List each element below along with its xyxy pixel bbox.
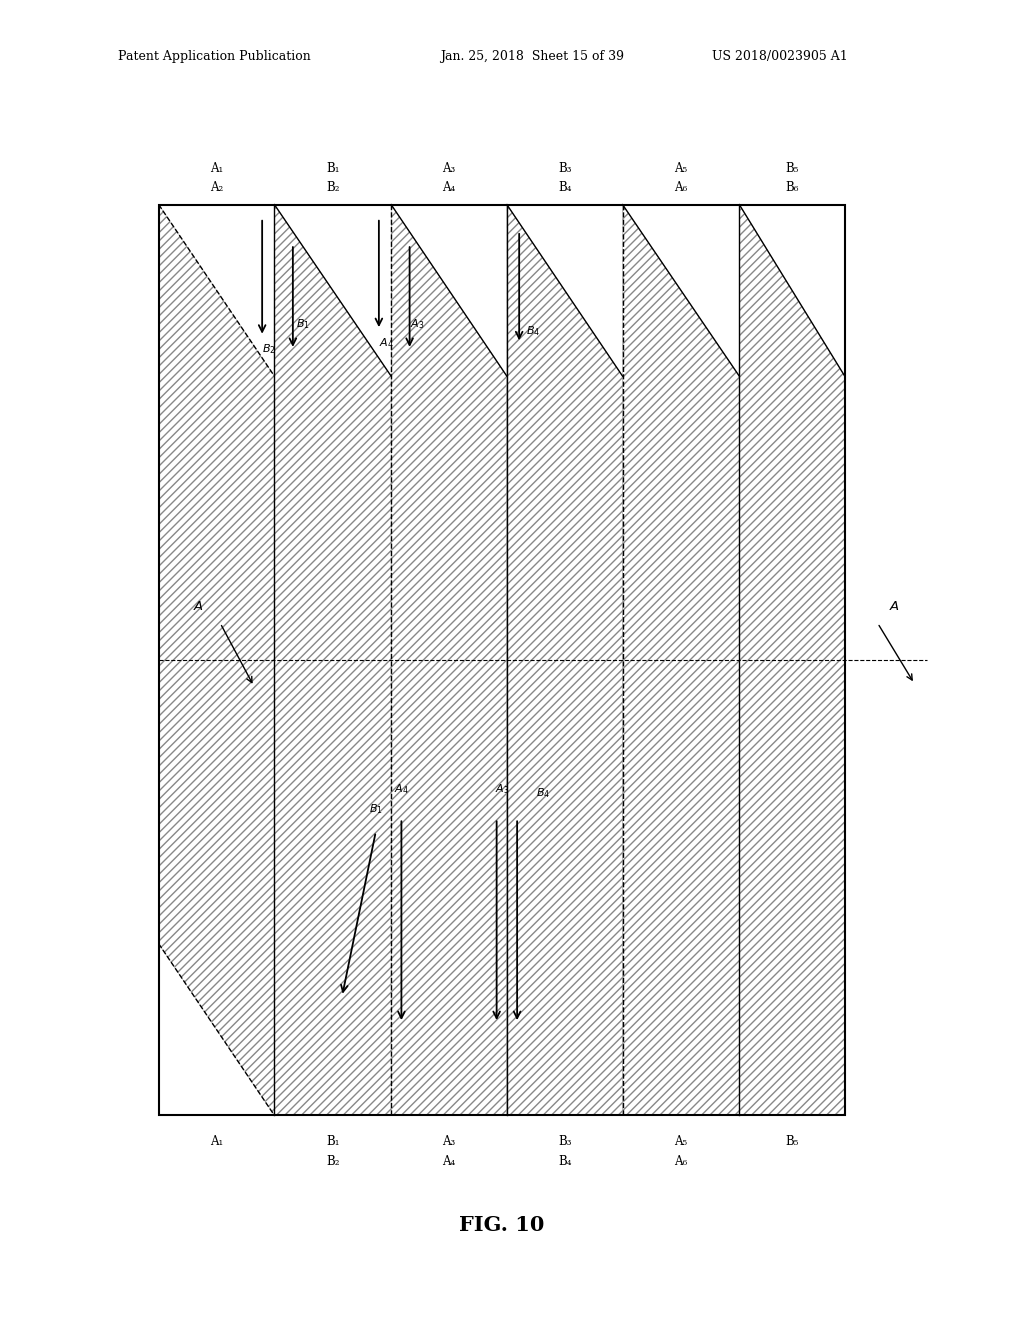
- Text: B₆: B₆: [785, 181, 799, 194]
- Polygon shape: [159, 205, 274, 1115]
- Text: A₆: A₆: [675, 1155, 687, 1168]
- Text: B₂: B₂: [326, 1155, 340, 1168]
- Text: B₁: B₁: [326, 162, 340, 176]
- Text: $A_3$: $A_3$: [495, 781, 509, 796]
- Text: US 2018/0023905 A1: US 2018/0023905 A1: [712, 50, 848, 63]
- Text: $B_4$: $B_4$: [536, 785, 550, 800]
- Text: B₂: B₂: [326, 181, 340, 194]
- Text: B₅: B₅: [785, 162, 799, 176]
- Text: B₅: B₅: [785, 1135, 799, 1148]
- Text: A₃: A₃: [442, 162, 456, 176]
- Polygon shape: [623, 205, 739, 1115]
- Text: $B_1$: $B_1$: [296, 317, 310, 331]
- Text: B₁: B₁: [326, 1135, 340, 1148]
- Text: A₄: A₄: [442, 1155, 456, 1168]
- Text: A₂: A₂: [210, 181, 223, 194]
- Text: FIG. 10: FIG. 10: [459, 1214, 545, 1236]
- Text: A₁: A₁: [210, 1135, 223, 1148]
- Text: A₅: A₅: [675, 1135, 687, 1148]
- Text: A₄: A₄: [442, 181, 456, 194]
- Text: $B_4$: $B_4$: [526, 323, 541, 338]
- Text: B₃: B₃: [558, 1135, 571, 1148]
- Text: A₃: A₃: [442, 1135, 456, 1148]
- Text: $B_1$: $B_1$: [369, 801, 383, 816]
- Text: $A_4$: $A_4$: [394, 781, 409, 796]
- Text: A₁: A₁: [210, 162, 223, 176]
- Text: B₃: B₃: [558, 162, 571, 176]
- Text: $A$: $A$: [889, 599, 899, 612]
- Text: Patent Application Publication: Patent Application Publication: [118, 50, 310, 63]
- Polygon shape: [507, 205, 623, 1115]
- Polygon shape: [739, 205, 845, 1115]
- Text: A₆: A₆: [675, 181, 687, 194]
- Polygon shape: [274, 205, 391, 1115]
- Text: Jan. 25, 2018  Sheet 15 of 39: Jan. 25, 2018 Sheet 15 of 39: [440, 50, 625, 63]
- Text: $A$: $A$: [194, 599, 204, 612]
- Text: B₄: B₄: [558, 1155, 571, 1168]
- Polygon shape: [391, 205, 507, 1115]
- Bar: [159, 205, 845, 1115]
- Text: B₄: B₄: [558, 181, 571, 194]
- Text: A₅: A₅: [675, 162, 687, 176]
- Text: $A_4$: $A_4$: [379, 335, 393, 350]
- Text: $B_2$: $B_2$: [262, 342, 276, 356]
- Text: $A_3$: $A_3$: [410, 317, 424, 331]
